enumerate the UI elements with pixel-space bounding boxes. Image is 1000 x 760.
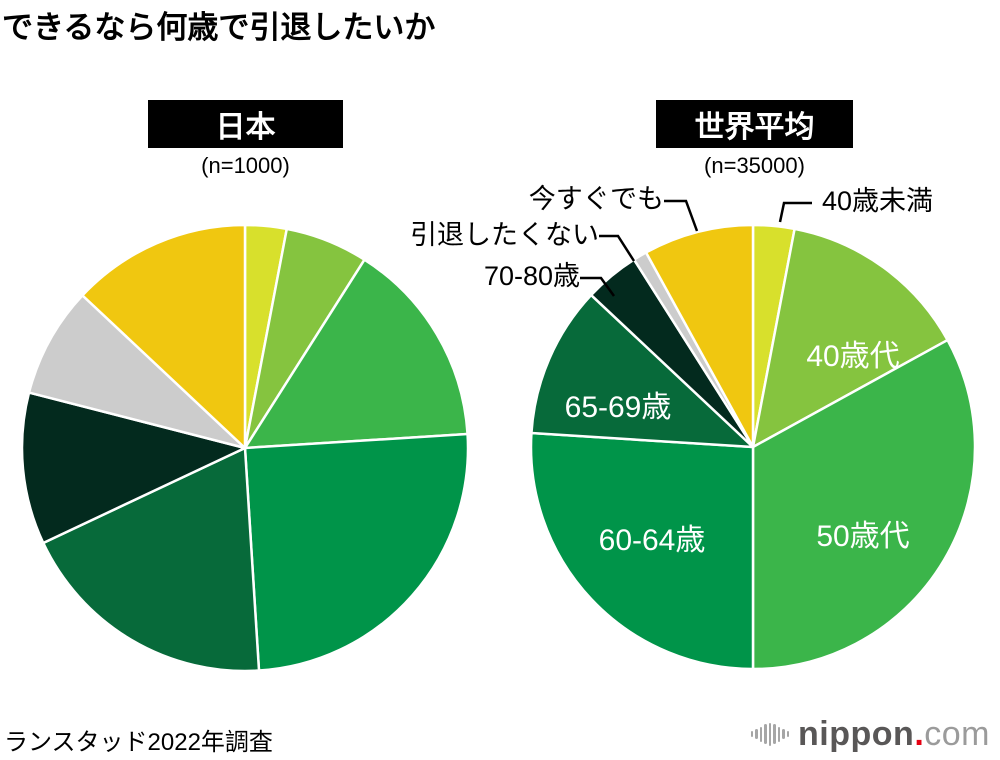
leader-line-right-now: [664, 199, 699, 232]
callout-label-70-80: 70-80歳: [483, 261, 580, 291]
japan-pie-chart: [20, 223, 470, 673]
world-header-badge: 世界平均: [656, 100, 853, 148]
slice-label-60-64: 60-64歳: [598, 524, 706, 557]
pie-slice: [20, 391, 247, 545]
pie-slice: [644, 223, 755, 449]
slice-label-40s: 40歳代: [806, 340, 900, 373]
nippon-logo: nippon. com: [750, 712, 990, 756]
japan-sample-size: (n=1000): [201, 153, 290, 178]
source-credit: ランスタッド2022年調査: [4, 729, 273, 756]
world-sample-size: (n=35000): [704, 153, 805, 178]
pie-slice: [243, 432, 470, 672]
pie-slice: [243, 258, 469, 450]
callout-label-under-40: 40歳未満: [822, 186, 934, 216]
pie-slice: [81, 223, 247, 450]
japan-header-badge: 日本: [148, 100, 343, 148]
pie-slice: [530, 293, 755, 449]
logo-dot: .: [914, 714, 925, 753]
nippon-logo-text: nippon. com: [798, 715, 990, 754]
leader-line-no-retire: [599, 234, 636, 262]
soundwave-bars-icon: [750, 722, 790, 746]
pie-slice: [751, 338, 977, 671]
logo-tld-text: com: [924, 714, 990, 753]
pie-slice: [529, 431, 755, 671]
pie-slice: [41, 446, 261, 673]
pie-slice: [751, 227, 949, 449]
callout-label-right-now: 今すぐでも: [528, 184, 664, 214]
leader-line-under-40: [778, 201, 812, 223]
callout-label-no-retire: 引退したくない: [410, 220, 599, 250]
slice-label-50s: 50歳代: [816, 520, 910, 553]
page-title: できるなら何歳で引退したいか: [2, 10, 436, 45]
pie-slice: [27, 294, 247, 450]
leader-line-70-80: [580, 276, 616, 297]
world-pie-chart: [529, 223, 977, 671]
logo-brand-text: nippon: [798, 714, 915, 753]
slice-label-65-69: 65-69歳: [564, 391, 672, 424]
